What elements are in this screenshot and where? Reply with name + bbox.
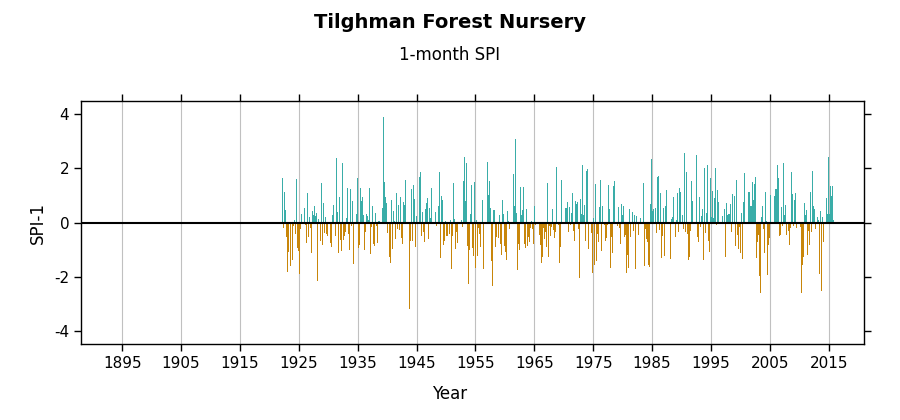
Text: Tilghman Forest Nursery: Tilghman Forest Nursery [314,13,586,32]
Text: Year: Year [432,385,468,403]
Y-axis label: SPI-1: SPI-1 [29,202,47,244]
Text: 1-month SPI: 1-month SPI [400,46,500,64]
